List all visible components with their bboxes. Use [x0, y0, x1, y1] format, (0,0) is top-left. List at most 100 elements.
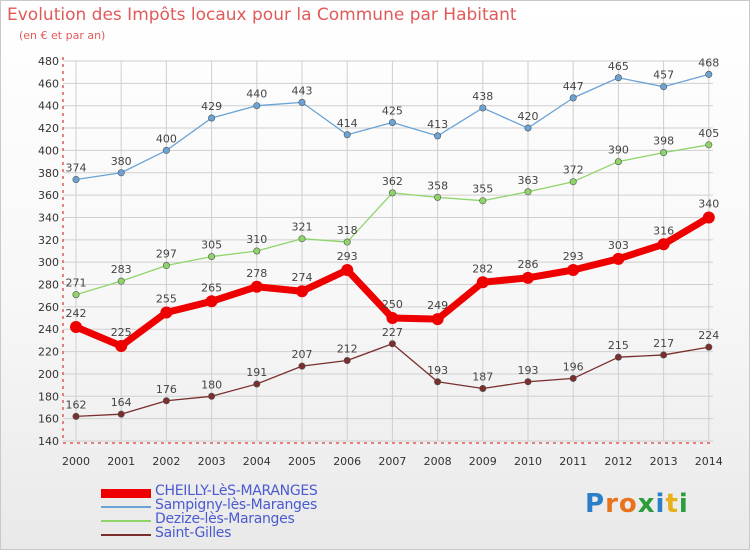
series-2: 271 283 297 305 310 321 318 362 358 355 363 372 390 3… — [66, 127, 719, 299]
x-tick-label: 2013 — [650, 455, 678, 468]
data-point — [524, 188, 532, 196]
data-label: 293 — [563, 250, 584, 263]
data-point — [117, 410, 125, 418]
data-point — [434, 132, 442, 140]
data-point — [162, 397, 170, 405]
data-point — [250, 280, 263, 293]
y-tick-label: 480 — [38, 55, 59, 68]
legend-item: CHEILLY-LèS-MARANGES — [101, 483, 421, 501]
data-label: 215 — [608, 339, 629, 352]
data-label: 447 — [563, 80, 584, 93]
data-point — [479, 384, 487, 392]
y-tick-label: 280 — [38, 279, 59, 292]
data-point — [115, 340, 128, 352]
data-label: 414 — [337, 117, 358, 130]
data-label: 468 — [698, 56, 719, 69]
y-tick-label: 460 — [38, 77, 59, 90]
data-point — [72, 412, 80, 420]
data-point — [388, 118, 396, 126]
legend-item: Sampigny-lès-Maranges — [101, 497, 421, 515]
data-point — [208, 114, 216, 122]
data-point — [388, 340, 396, 348]
data-point — [117, 169, 125, 177]
data-label: 278 — [246, 267, 267, 280]
y-tick-label: 260 — [38, 301, 59, 314]
data-label: 242 — [66, 307, 87, 320]
data-point — [253, 102, 261, 110]
data-point — [208, 253, 216, 261]
legend-swatch — [101, 506, 151, 508]
legend-label: Saint-Gilles — [155, 525, 232, 541]
data-point — [705, 343, 713, 351]
data-point — [522, 271, 534, 284]
data-point — [253, 380, 261, 388]
data-point — [343, 131, 351, 139]
series-3: 162 164 176 180 191 207 212 227 193 187 193 196 215 2… — [66, 326, 719, 420]
x-tick-label: 2009 — [469, 455, 497, 468]
data-label: 225 — [111, 326, 132, 339]
x-tick-label: 2008 — [424, 455, 452, 468]
data-point — [434, 193, 442, 201]
gridlines — [63, 60, 713, 442]
data-label: 196 — [563, 360, 584, 373]
data-label: 255 — [156, 292, 177, 305]
data-point — [479, 197, 487, 205]
data-label: 271 — [66, 277, 87, 290]
data-label: 249 — [427, 299, 448, 312]
data-label: 429 — [201, 100, 222, 113]
data-label: 420 — [518, 110, 539, 123]
data-point — [705, 141, 713, 149]
data-label: 321 — [292, 221, 313, 234]
data-label: 457 — [653, 69, 674, 82]
data-point — [343, 238, 351, 246]
data-label: 443 — [292, 84, 313, 97]
data-label: 162 — [66, 398, 87, 411]
data-label: 465 — [608, 60, 629, 73]
chart-title: Evolution des Impôts locaux pour la Comm… — [7, 5, 517, 25]
data-label: 227 — [382, 326, 403, 339]
data-point — [298, 362, 306, 370]
data-point — [660, 351, 668, 359]
data-label: 316 — [653, 224, 674, 237]
data-point — [479, 104, 487, 112]
data-label: 440 — [246, 88, 267, 101]
data-point — [72, 291, 80, 299]
y-tick-label: 200 — [38, 368, 59, 381]
data-point — [160, 306, 173, 319]
data-label: 405 — [698, 127, 719, 140]
data-label: 164 — [111, 396, 132, 409]
y-tick-label: 140 — [38, 435, 59, 448]
data-point — [614, 158, 622, 166]
data-point — [476, 276, 489, 289]
legend-item: Saint-Gilles — [101, 525, 421, 543]
data-point — [702, 211, 715, 224]
data-point — [388, 189, 396, 197]
data-label: 176 — [156, 383, 177, 396]
x-tick-label: 2003 — [198, 455, 226, 468]
data-label: 340 — [698, 197, 719, 210]
data-point — [205, 295, 218, 308]
data-label: 413 — [427, 118, 448, 131]
data-label: 265 — [201, 281, 222, 294]
data-point — [524, 378, 532, 386]
y-tick-label: 180 — [38, 390, 59, 403]
data-point — [162, 146, 170, 154]
data-point — [298, 235, 306, 243]
y-tick-label: 220 — [38, 346, 59, 359]
y-tick-label: 160 — [38, 413, 59, 426]
x-tick-label: 2006 — [333, 455, 361, 468]
data-label: 355 — [472, 183, 493, 196]
data-point — [705, 70, 713, 78]
y-tick-label: 320 — [38, 234, 59, 247]
data-label: 363 — [518, 174, 539, 187]
data-point — [72, 175, 80, 183]
x-tick-label: 2011 — [559, 455, 587, 468]
data-label: 305 — [201, 239, 222, 252]
data-label: 380 — [111, 155, 132, 168]
x-tick-label: 2002 — [152, 455, 180, 468]
data-label: 250 — [382, 298, 403, 311]
data-label: 217 — [653, 337, 674, 350]
data-point — [117, 277, 125, 285]
data-label: 286 — [518, 258, 539, 271]
